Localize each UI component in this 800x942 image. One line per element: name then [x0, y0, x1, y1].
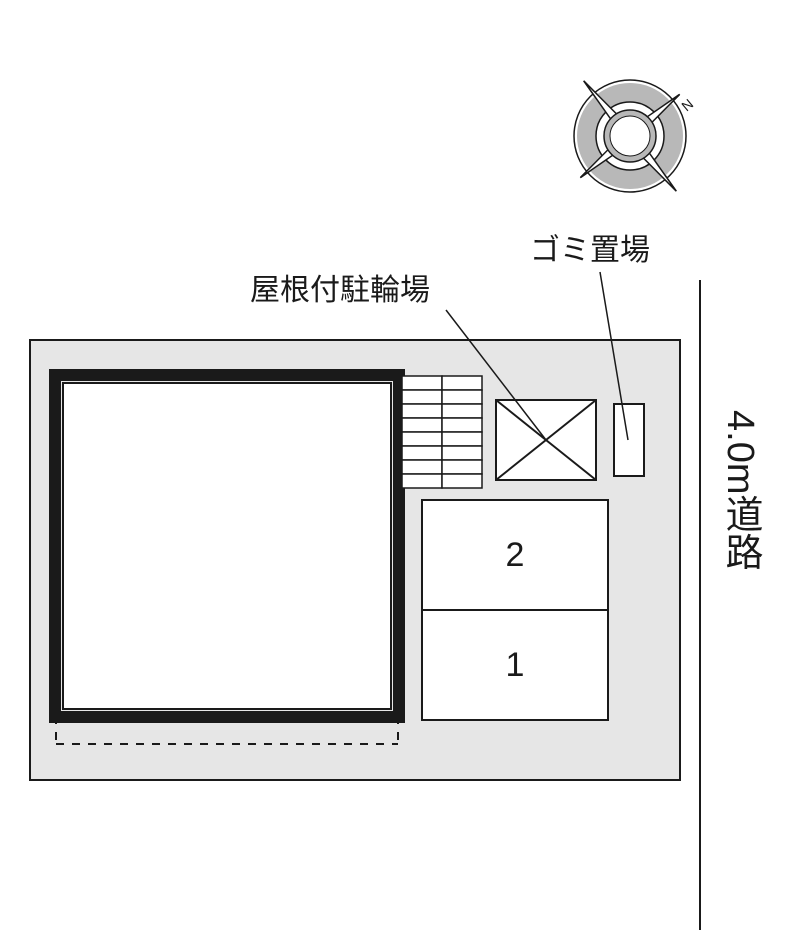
label-bike-parking: 屋根付駐輪場 [250, 274, 430, 307]
mailboxes [402, 376, 482, 488]
label-garbage: ゴミ置場 [530, 234, 650, 267]
label-road: 4.0m道路 [719, 410, 762, 570]
parking-space-label: 2 [506, 536, 525, 574]
parking-space-label: 1 [506, 646, 525, 684]
garbage-area [614, 404, 644, 476]
building-interior [63, 383, 391, 709]
